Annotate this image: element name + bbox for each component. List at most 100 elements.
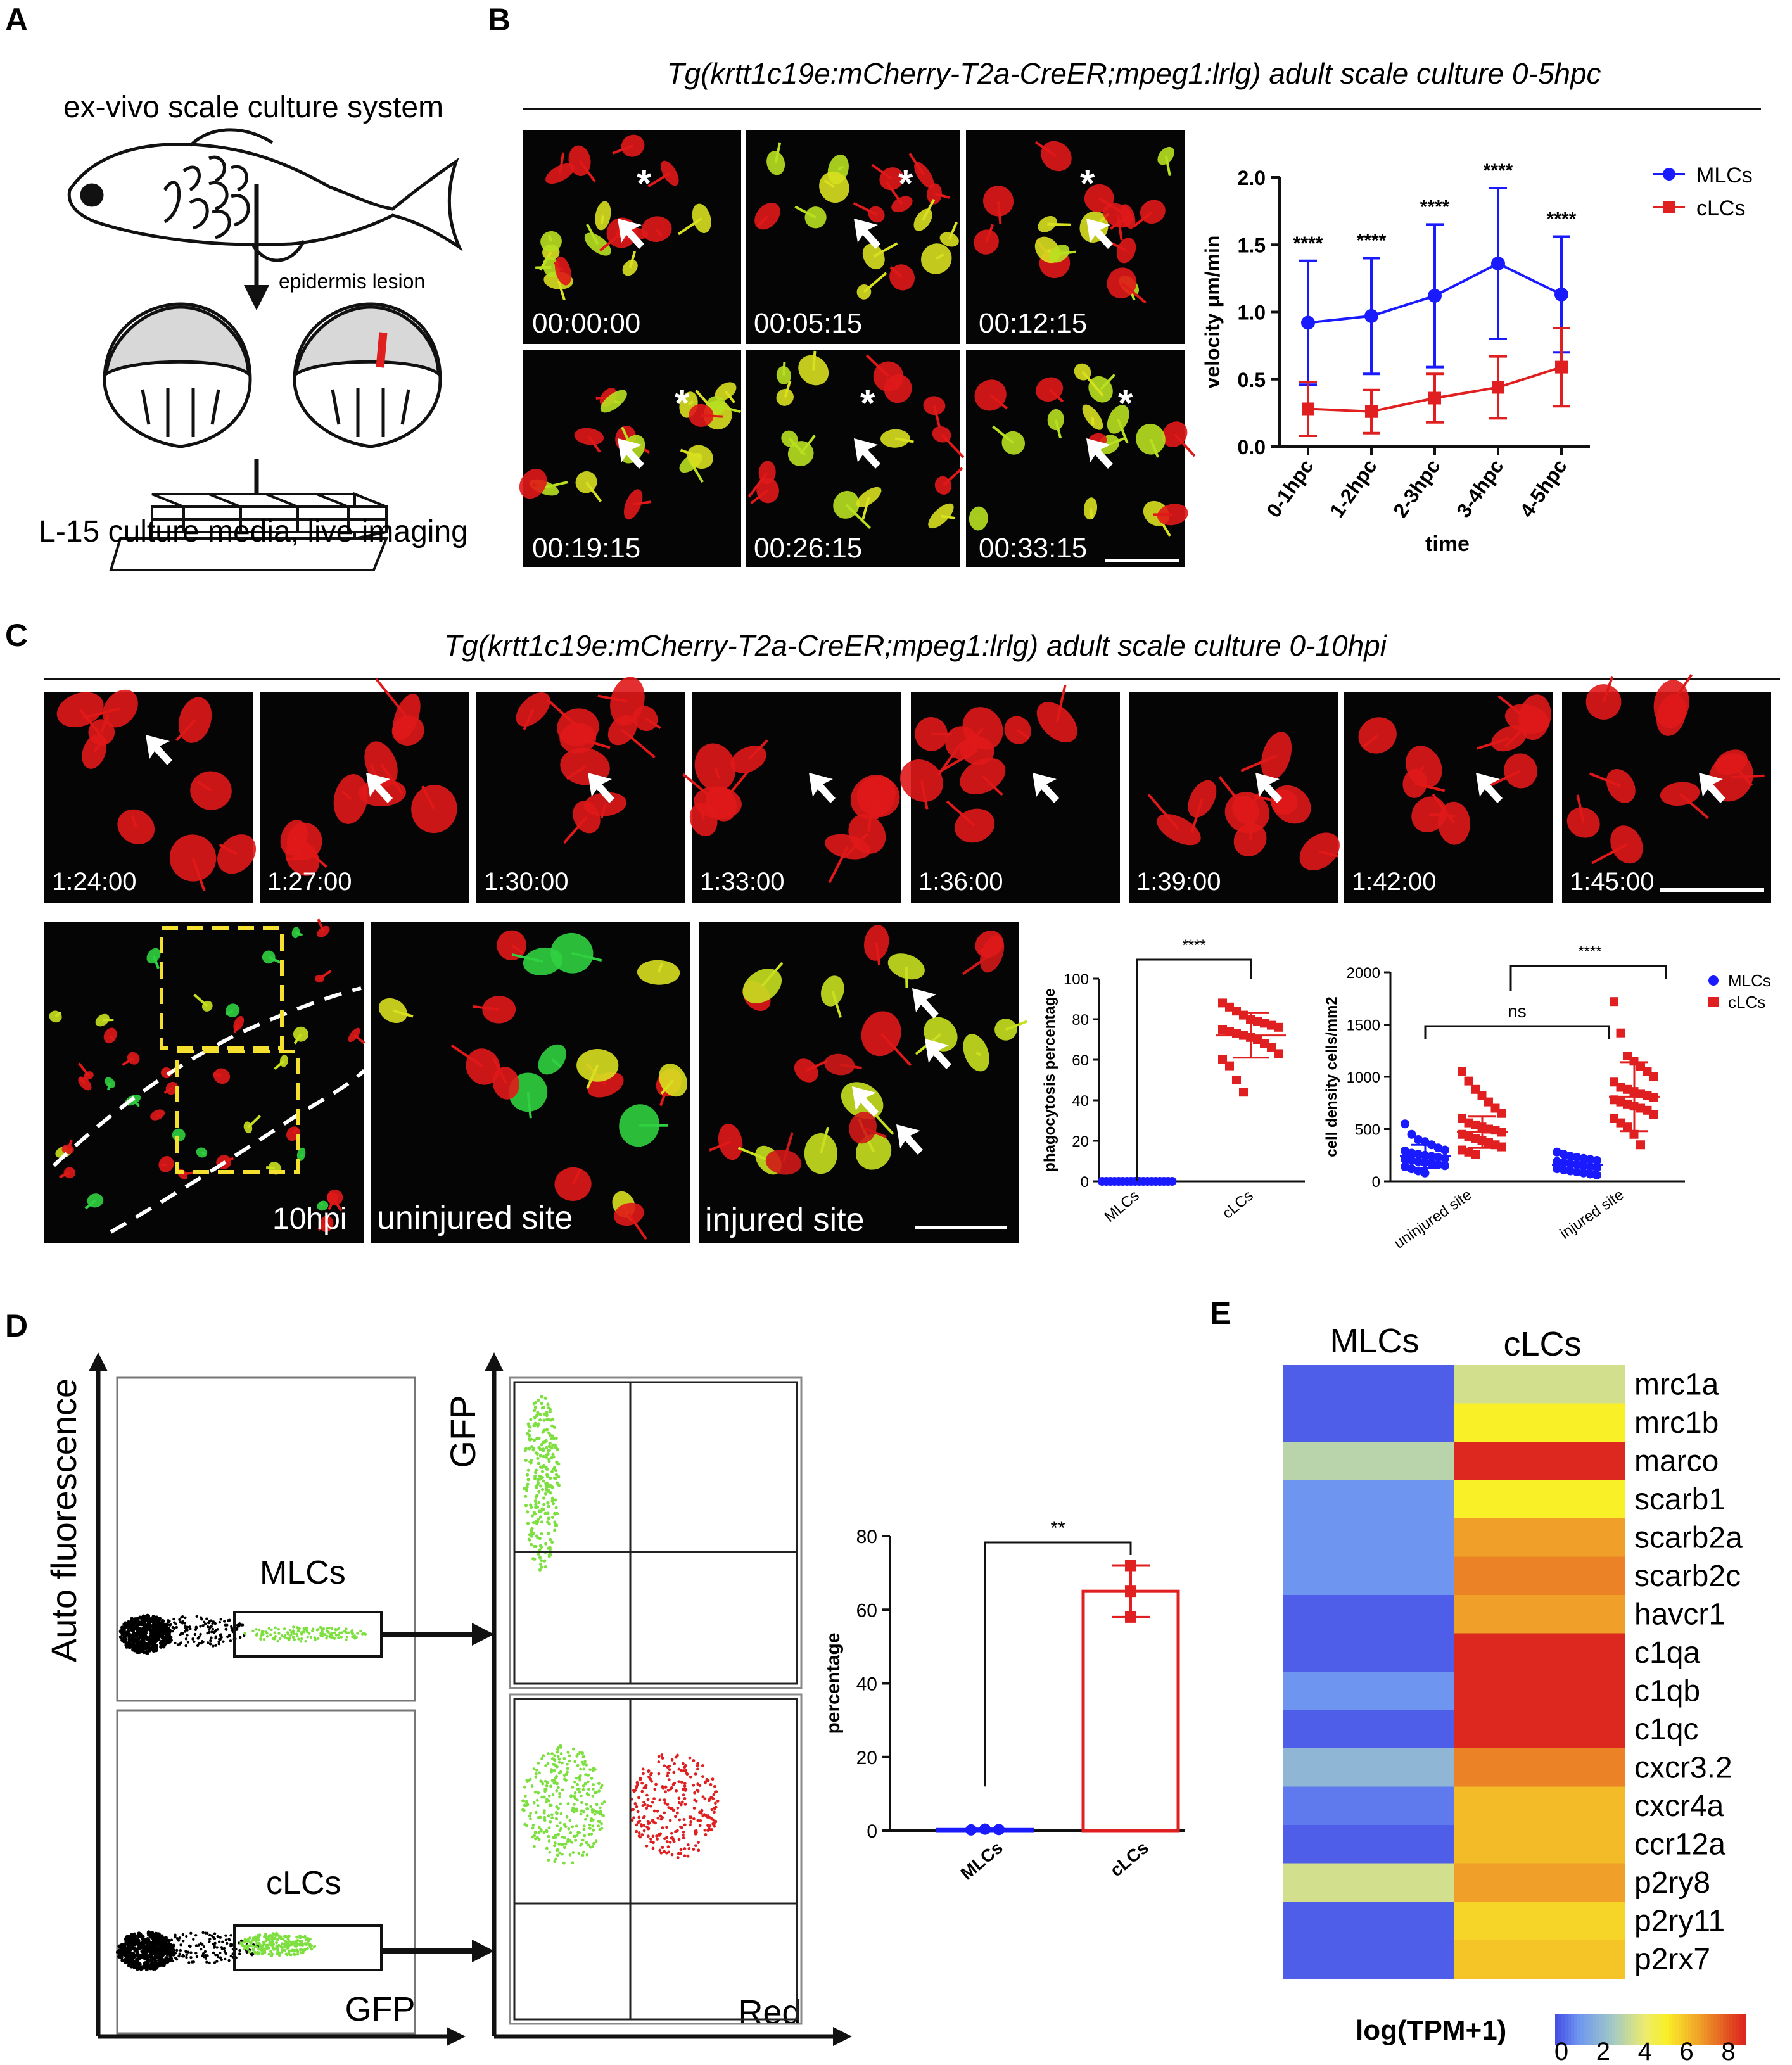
flow-event — [206, 1625, 210, 1629]
gate-label-clcs: cLCs — [266, 1865, 341, 1902]
flow-event — [293, 1940, 297, 1944]
flow-event — [183, 1622, 187, 1625]
gene-label: c1qa — [1634, 1636, 1700, 1670]
heatmap-col-clcs: cLCs — [1503, 1325, 1581, 1363]
cell-process — [628, 251, 637, 269]
flow-event — [254, 1935, 257, 1939]
flow-event — [554, 1523, 557, 1527]
cell-process — [680, 448, 701, 459]
cell-process — [1098, 197, 1124, 215]
flow-event — [258, 1943, 262, 1947]
flow-event — [559, 1802, 562, 1806]
lesion-label: epidermis lesion — [279, 270, 425, 293]
flow-event — [585, 1841, 588, 1845]
flow-event — [305, 1626, 308, 1630]
cell-process — [327, 1197, 336, 1210]
cell-blob — [56, 692, 104, 728]
flow-event — [556, 1833, 560, 1837]
panel-a: A ex-vivo scale culture system — [5, 2, 468, 571]
cell-process — [1059, 250, 1076, 255]
cell-process — [1055, 684, 1067, 723]
cell-process — [196, 780, 212, 792]
flow-event — [184, 1644, 187, 1648]
flow-event — [581, 1838, 585, 1842]
flow-event — [228, 1618, 231, 1622]
flow-event — [666, 1803, 670, 1807]
cell-blob — [913, 208, 932, 231]
cell-process — [875, 943, 881, 966]
colorbar-swatch — [1603, 2014, 1606, 2045]
flow-event — [542, 1496, 546, 1500]
colorbar-tick-label: 0 — [1554, 2038, 1568, 2065]
flow-event — [533, 1406, 537, 1409]
cell-process — [920, 780, 929, 810]
flow-event — [145, 1944, 148, 1947]
cell-process — [1240, 754, 1277, 772]
flow-event — [533, 1557, 537, 1561]
flow-event — [586, 1807, 590, 1810]
gene-label: mrc1a — [1634, 1368, 1719, 1401]
flow-event — [124, 1948, 128, 1953]
x-tick-label: cLCs — [1219, 1187, 1257, 1223]
flow-event — [538, 1815, 542, 1819]
flow-event — [179, 1620, 182, 1624]
flow-event — [713, 1784, 716, 1788]
significance-mark: **** — [1547, 209, 1577, 230]
flow-event — [547, 1459, 551, 1463]
cell-process — [1670, 674, 1693, 705]
data-point — [1225, 1027, 1234, 1036]
flow-event — [539, 1484, 543, 1488]
panel-a-bottom-label-text: L-15 culture media, live imaging — [39, 515, 468, 549]
flow-event — [533, 1499, 537, 1503]
flow-event — [550, 1752, 554, 1755]
flow-event — [155, 1628, 158, 1632]
flow-event — [522, 1487, 526, 1490]
colorbar-swatch — [1650, 2014, 1654, 2045]
flow1-x-label: GFP — [345, 1990, 415, 2028]
significance-mark: **** — [1182, 937, 1205, 954]
flow-event — [167, 1947, 170, 1950]
heatmap-cell-mlcs — [1283, 1863, 1454, 1902]
y-tick-label: 0.0 — [1238, 436, 1266, 459]
data-point — [1218, 1055, 1227, 1064]
flow-event — [205, 1617, 208, 1620]
panel-b: B Tg(krtt1c19e:mCherry-T2a-CreER;mpeg1:l… — [488, 2, 1761, 567]
colorbar-swatch — [1615, 2014, 1619, 2045]
colorbar-tick-label: 4 — [1638, 2038, 1652, 2065]
y-tick-label: 80 — [1072, 1012, 1089, 1029]
flow-event — [659, 1851, 663, 1855]
flow-event — [140, 1640, 144, 1644]
flow-event — [164, 1641, 168, 1646]
flow-event — [219, 1956, 222, 1959]
data-point — [1559, 1150, 1568, 1159]
flow-event — [138, 1945, 143, 1949]
flow-event — [541, 1447, 545, 1451]
flow-event — [582, 1824, 586, 1828]
flow-event — [325, 1637, 328, 1640]
flow-event — [559, 1812, 563, 1815]
flow-event — [278, 1936, 281, 1939]
flow-event — [545, 1467, 549, 1471]
flow-event — [543, 1788, 547, 1791]
x-tick-label: 2-3hpc — [1388, 455, 1445, 521]
cell-blob — [1041, 141, 1072, 172]
flow-event — [571, 1861, 575, 1865]
heatmap-cell-clcs — [1454, 1786, 1625, 1826]
flow-event — [660, 1753, 664, 1757]
cell-process — [191, 857, 206, 892]
flow-event — [566, 1838, 570, 1841]
flow-event — [136, 1947, 140, 1951]
flow-event — [546, 1532, 550, 1535]
flow-event — [227, 1634, 231, 1637]
significance-mark: **** — [1578, 943, 1601, 960]
flow-event — [542, 1418, 546, 1422]
flow-event — [635, 1829, 639, 1833]
flow-event — [179, 1943, 182, 1947]
flow-event — [184, 1950, 188, 1954]
cell-process — [82, 707, 121, 719]
flow-event — [558, 1851, 562, 1855]
data-point — [1401, 1119, 1409, 1129]
flow-event — [661, 1756, 664, 1760]
cell-process — [286, 856, 303, 861]
flow-event — [543, 1565, 547, 1569]
